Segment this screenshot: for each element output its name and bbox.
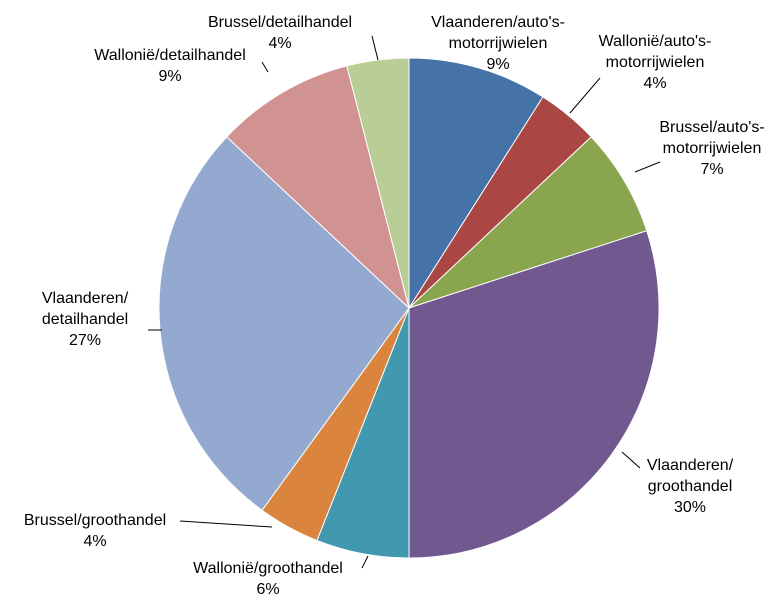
slice-value-label: 9% xyxy=(486,56,510,73)
slice-value-label: 6% xyxy=(256,581,280,598)
slice-value-label: 4% xyxy=(643,75,667,92)
slice-value-label: 4% xyxy=(268,35,292,52)
slice-label: Vlaanderen/ groothandel xyxy=(646,457,734,495)
slice-label: Vlaanderen/ detailhandel xyxy=(41,290,129,328)
leader-line xyxy=(179,520,273,528)
slice-label: Brussel/detailhandel xyxy=(207,14,353,31)
leader-line xyxy=(569,77,601,114)
slice-value-label: 27% xyxy=(68,332,102,349)
leader-line xyxy=(634,161,661,173)
slice-label: Brussel/auto's- motorrijwielen xyxy=(659,119,765,157)
leader-line xyxy=(361,555,369,569)
slice-value-label: 4% xyxy=(83,533,107,550)
leader-line xyxy=(261,61,269,73)
leader-line xyxy=(621,451,641,469)
slice-label: Wallonië/groothandel xyxy=(193,560,343,577)
pie-slice xyxy=(226,65,410,310)
pie-slice xyxy=(158,136,410,511)
pie-slice xyxy=(408,136,648,309)
slice-value-label: 7% xyxy=(700,161,724,178)
pie-slice xyxy=(408,57,544,310)
slice-label: Brussel/groothandel xyxy=(23,512,167,529)
slice-label: Vlaanderen/auto's- motorrijwielen xyxy=(431,14,565,52)
slice-value-label: 9% xyxy=(158,68,182,85)
slice-label: Wallonië/detailhandel xyxy=(94,47,246,64)
slice-label: Wallonië/auto's- motorrijwielen xyxy=(598,33,712,71)
leader-line xyxy=(371,35,379,61)
pie-slice xyxy=(408,230,660,559)
slice-value-label: 30% xyxy=(673,499,707,516)
